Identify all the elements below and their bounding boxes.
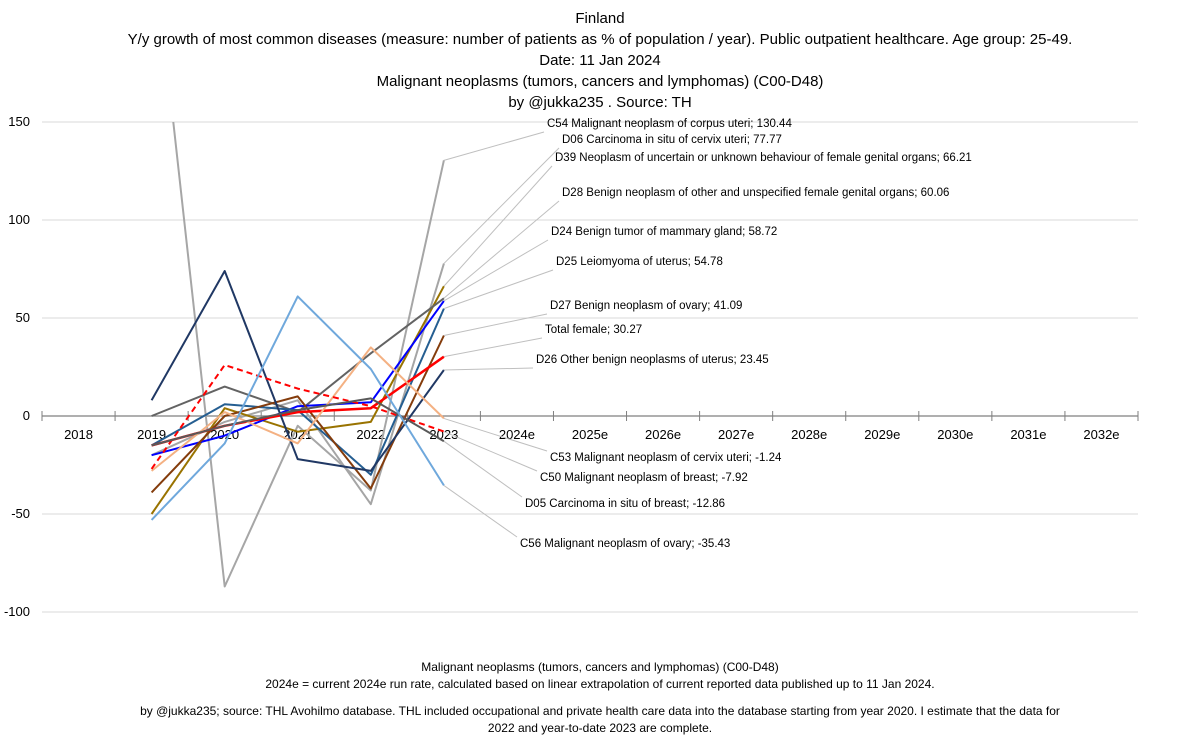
title-author: by @jukka235 . Source: TH [508,94,692,111]
series-line [151,397,445,447]
y-tick-label: 150 [8,114,30,129]
chart-footer: Malignant neoplasms (tumors, cancers and… [0,659,1200,693]
series-line [150,295,445,521]
leader-line [443,337,543,358]
y-tick-label: -100 [4,604,30,619]
y-tick-label: 100 [8,212,30,227]
y-tick-label: 50 [16,310,30,325]
x-tick-label: 2028e [791,427,827,442]
leader-line [443,131,545,161]
series-line [150,270,445,472]
x-tick-label: 2024e [499,427,535,442]
leader-line [443,200,560,299]
series-line [150,285,445,515]
x-tick-label: 2026e [645,427,681,442]
data-label: D27 Benign neoplasm of ovary; 41.09 [550,300,742,312]
footer-source: by @jukka235; source: THL Avohilmo datab… [140,704,1060,718]
series-line [151,263,445,506]
data-label: D26 Other benign neoplasms of uterus; 23… [536,354,769,366]
leader-line [443,485,518,538]
y-tick-label: -50 [11,506,30,521]
y-tick-label: 0 [23,408,30,423]
x-tick-label: 2019 [137,427,166,442]
data-label: D05 Carcinoma in situ of breast; -12.86 [525,498,725,510]
data-label: C54 Malignant neoplasm of corpus uteri; … [547,118,792,130]
series-line [150,364,445,470]
leader-line [443,269,554,310]
data-label: D24 Benign tumor of mammary gland; 58.72 [551,226,777,238]
data-label: D39 Neoplasm of uncertain or unknown beh… [555,152,972,164]
leader-line [443,165,553,287]
chart-source-note: by @jukka235; source: THL Avohilmo datab… [0,703,1200,737]
x-tick-label: 2027e [718,427,754,442]
series-group [150,122,445,588]
data-label: C56 Malignant neoplasm of ovary; -35.43 [520,538,730,550]
data-label: D28 Benign neoplasm of other and unspeci… [562,187,949,199]
title-category: Malignant neoplasms (tumors, cancers and… [376,73,824,90]
x-tick-label: 2029e [864,427,900,442]
data-label: C53 Malignant neoplasm of cervix uteri; … [550,452,782,464]
x-tick-label: 2030e [937,427,973,442]
data-label: Total female; 30.27 [545,324,642,336]
x-tick-label: 2022 [356,427,385,442]
title-measure: Y/y growth of most common diseases (meas… [127,31,1073,48]
leader-line [443,417,548,452]
x-tick-label: 2032e [1083,427,1119,442]
leader-line [443,440,523,498]
leader-line [443,367,534,371]
title-country: Finland [575,10,625,27]
footer-run-rate-note: 2024e = current 2024e run rate, calculat… [265,677,935,691]
x-tick-label: 2025e [572,427,608,442]
leader-line [443,147,560,264]
leader-line [443,313,548,336]
title-date: Date: 11 Jan 2024 [539,52,661,69]
leader-line [443,431,538,472]
chart-title-block: Finland Y/y growth of most common diseas… [0,8,1200,113]
data-label: D06 Carcinoma in situ of cervix uteri; 7… [562,134,782,146]
x-tick-label: 2023 [429,427,458,442]
footer-category: Malignant neoplasms (tumors, cancers and… [421,660,779,674]
data-label: C50 Malignant neoplasm of breast; -7.92 [540,472,748,484]
data-label: D25 Leiomyoma of uterus; 54.78 [556,256,723,268]
series-line [172,122,445,588]
x-tick-label: 2018 [64,427,93,442]
footer-completeness: 2022 and year-to-date 2023 are complete. [487,721,713,735]
x-tick-label: 2031e [1010,427,1046,442]
leader-line [443,239,549,302]
